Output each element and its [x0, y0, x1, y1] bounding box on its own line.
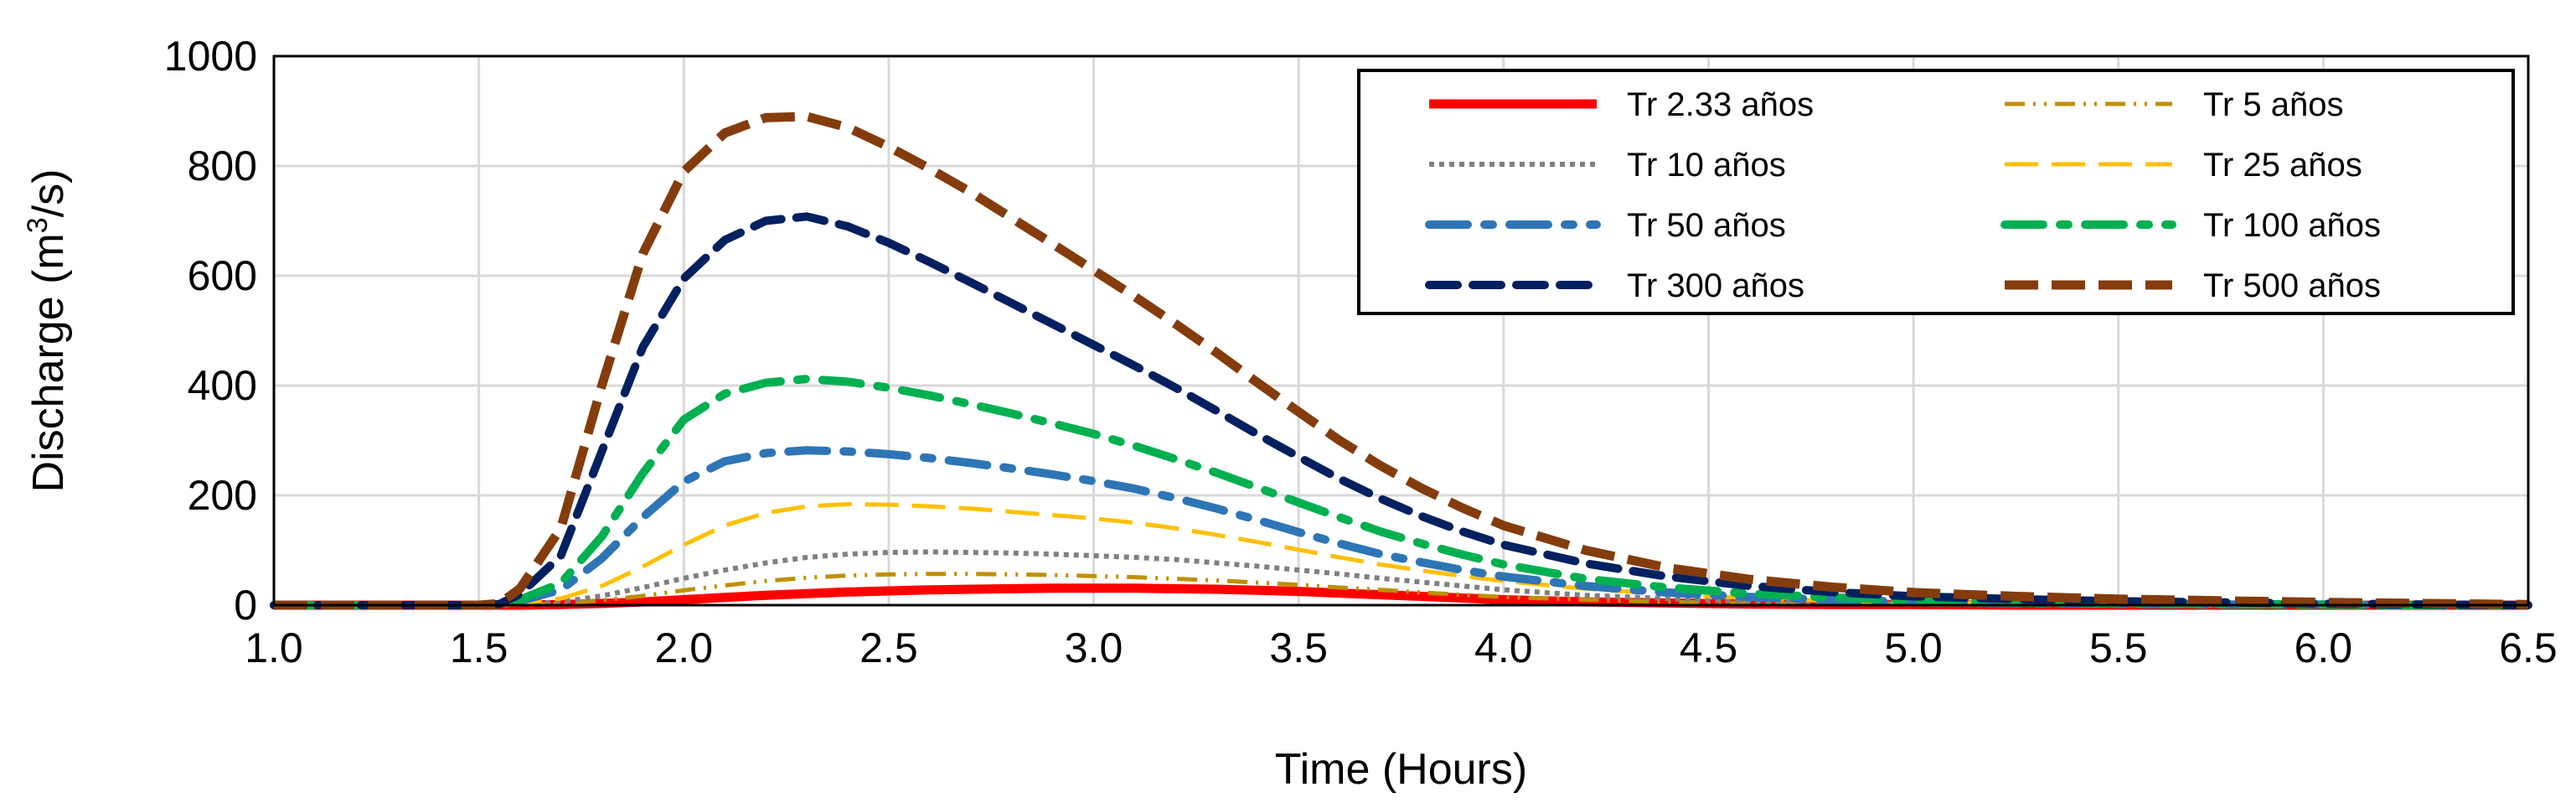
x-tick-label: 1.0 — [245, 624, 303, 671]
x-tick-label: 5.5 — [2089, 624, 2148, 671]
y-tick-label: 600 — [188, 252, 257, 299]
series-line — [274, 111, 2529, 610]
legend-label: Tr 50 años — [1627, 207, 1786, 244]
y-axis-title-tail: /s) — [24, 169, 73, 218]
series-line — [270, 375, 2532, 609]
x-tick-labels: 1.0 1.5 2.0 2.5 3.0 3.5 4.0 4.5 5.0 5.5 6.0 6.5 — [245, 624, 2558, 671]
x-axis-title: Time (Hours) — [1275, 745, 1527, 794]
legend-label: Tr 25 años — [2203, 147, 2362, 184]
y-tick-label: 200 — [188, 472, 257, 519]
x-tick-label: 6.0 — [2295, 624, 2353, 671]
x-tick-label: 3.5 — [1269, 624, 1328, 671]
legend-label: Tr 10 años — [1627, 147, 1786, 184]
y-tick-label: 800 — [188, 142, 257, 189]
x-tick-label: 2.5 — [860, 624, 918, 671]
legend-label: Tr 300 años — [1627, 267, 1804, 304]
x-tick-label: 6.5 — [2499, 624, 2558, 671]
x-tick-label: 5.0 — [1884, 624, 1943, 671]
y-tick-labels: 0 200 400 600 800 1000 — [164, 33, 257, 629]
y-tick-label: 1000 — [164, 33, 257, 80]
legend-label: Tr 100 años — [2203, 207, 2381, 244]
legend-label: Tr 2.33 años — [1627, 86, 1814, 123]
x-tick-label: 2.0 — [655, 624, 714, 671]
x-tick-label: 4.5 — [1680, 624, 1738, 671]
y-tick-label: 0 — [234, 582, 257, 629]
x-tick-label: 3.0 — [1065, 624, 1123, 671]
y-axis-title: Discharge (m3/s) — [22, 169, 73, 493]
y-axis-title-sup: 3 — [22, 217, 54, 233]
plot-frame — [272, 54, 2530, 607]
x-tick-label: 4.0 — [1474, 624, 1533, 671]
y-tick-label: 400 — [188, 362, 257, 409]
legend-label: Tr 5 años — [2203, 86, 2343, 123]
legend: Tr 2.33 años Tr 5 años Tr 10 años Tr 25 año… — [1357, 69, 2515, 315]
y-axis-title-main: Discharge (m — [24, 233, 73, 492]
legend-label: Tr 500 años — [2203, 267, 2381, 304]
legend-box — [1357, 69, 2515, 315]
x-tick-label: 1.5 — [450, 624, 508, 671]
